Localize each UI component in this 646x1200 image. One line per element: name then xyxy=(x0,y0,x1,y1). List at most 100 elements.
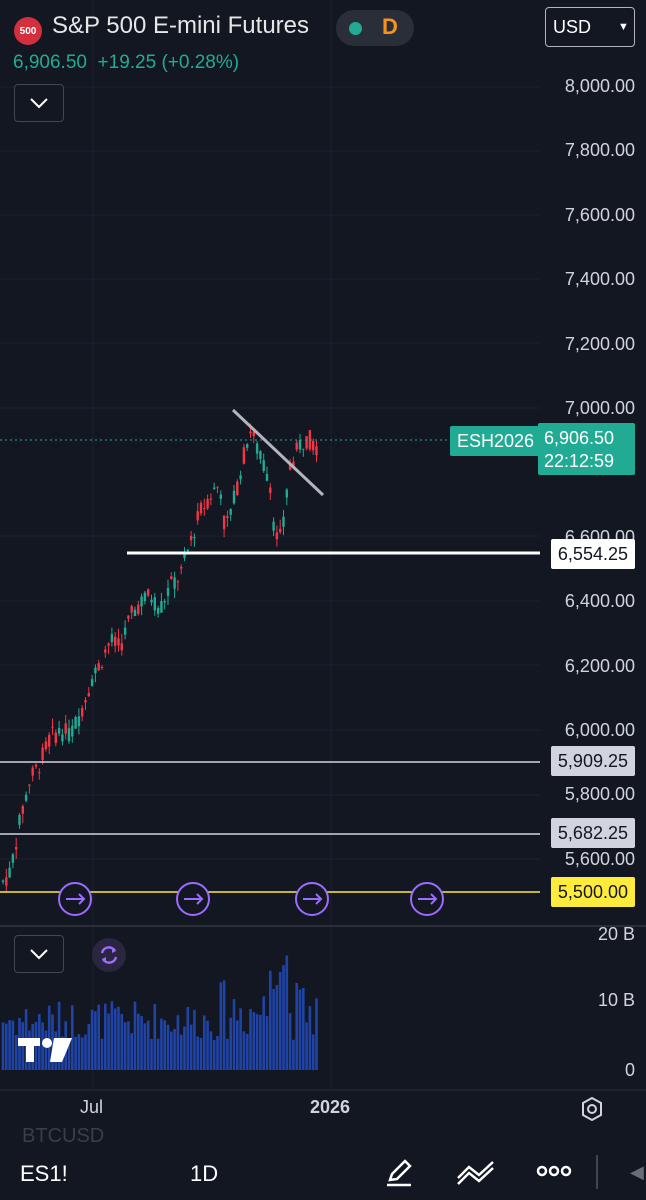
price-chart[interactable] xyxy=(0,0,646,1130)
candle-body xyxy=(246,444,249,448)
market-status-pill[interactable] xyxy=(336,10,414,46)
volume-bar xyxy=(110,1001,114,1070)
candle-body xyxy=(110,634,114,643)
drawing-tools-button[interactable] xyxy=(383,1156,415,1193)
candle-body xyxy=(133,609,137,617)
price-change: +19.25 (+0.28%) xyxy=(97,52,240,73)
indicators-button[interactable] xyxy=(455,1158,497,1191)
more-icon xyxy=(536,1165,572,1177)
volume-bar xyxy=(222,980,226,1070)
candle-body xyxy=(153,597,156,611)
candle-body xyxy=(216,486,219,488)
candle-body xyxy=(150,599,153,603)
candle-body xyxy=(15,846,18,850)
refresh-button[interactable] xyxy=(92,938,126,972)
trend-line-icon xyxy=(457,1161,494,1185)
candle-body xyxy=(31,767,34,776)
candle-body xyxy=(269,487,272,493)
volume-bar xyxy=(288,1013,292,1070)
volume-bar xyxy=(242,1031,246,1070)
volume-bar xyxy=(196,1036,199,1070)
price-axis-label: 7,000.00 xyxy=(564,398,635,418)
candle-body xyxy=(38,772,41,774)
symbol-title[interactable]: S&P 500 E-mini Futures xyxy=(52,12,310,39)
candle-body xyxy=(302,448,305,450)
volume-bar xyxy=(41,1022,44,1070)
event-markers xyxy=(58,882,444,916)
volume-bar xyxy=(47,1005,51,1070)
candle-body xyxy=(259,451,262,459)
candle-body xyxy=(64,723,67,734)
candle-body xyxy=(28,784,31,786)
interval-button[interactable]: 1D xyxy=(190,1161,219,1186)
collapse-legend-button[interactable] xyxy=(14,84,64,122)
volume-bar xyxy=(302,987,305,1070)
volume-bar xyxy=(226,1038,229,1070)
candle-body xyxy=(114,636,117,646)
toolbar-divider xyxy=(596,1155,598,1189)
chart-settings-button[interactable] xyxy=(578,1095,606,1128)
volume-bar xyxy=(100,1038,104,1070)
candle-body xyxy=(193,536,196,539)
price-axis-label: 6,000.00 xyxy=(564,720,635,740)
price-axis-label: 7,600.00 xyxy=(564,204,635,225)
volume-axis-label: 20 B xyxy=(597,924,635,944)
candlestick-series xyxy=(1,423,318,892)
chevron-down-icon xyxy=(30,98,48,109)
volume-bar xyxy=(295,983,298,1070)
candle-body xyxy=(81,707,84,717)
volume-bar xyxy=(292,1039,295,1070)
volume-bar xyxy=(259,1014,262,1070)
price-axis-label: 7,400.00 xyxy=(564,269,635,290)
volume-bar xyxy=(57,1001,61,1070)
volume-bar xyxy=(278,971,282,1070)
level-tag-5500: 5,500.00 xyxy=(550,877,635,907)
candle-body xyxy=(123,627,127,635)
volume-bar xyxy=(71,1005,74,1070)
volume-bar xyxy=(193,1009,196,1070)
more-button[interactable] xyxy=(536,1164,572,1183)
candle-body xyxy=(279,528,282,533)
scroll-left-icon[interactable]: ◀ xyxy=(630,1162,644,1182)
volume-bar xyxy=(245,1033,249,1070)
trend-line xyxy=(231,408,325,497)
candle-body xyxy=(137,604,140,614)
volume-bar xyxy=(255,1014,259,1070)
volume-bar xyxy=(232,999,236,1070)
volume-axis-label: 10 B xyxy=(597,990,635,1010)
volume-bar xyxy=(51,1014,54,1070)
candle-body xyxy=(272,521,275,531)
candle-body xyxy=(255,443,259,454)
candle-body xyxy=(90,679,94,687)
volume-bar xyxy=(74,1036,77,1070)
volume-bar xyxy=(203,1015,206,1070)
current-price: 6,906.50 xyxy=(544,428,615,448)
event-marker-arrows xyxy=(66,893,438,905)
candle-body xyxy=(147,589,150,596)
candle-body xyxy=(107,643,110,646)
volume-bar xyxy=(94,1011,97,1070)
candle-body xyxy=(196,511,199,521)
volume-bar xyxy=(84,1034,87,1070)
price-axis-label: 6,200.00 xyxy=(564,655,635,676)
symbol-button[interactable]: ES1! xyxy=(20,1161,68,1186)
candle-body xyxy=(71,725,74,737)
candle-body xyxy=(183,553,186,558)
candle-body xyxy=(44,741,48,749)
level-tag-6554: 6,554.25 xyxy=(550,539,635,569)
volume-bar xyxy=(269,970,272,1070)
volume-bar xyxy=(130,1033,133,1070)
volume-bar xyxy=(133,1001,137,1070)
candle-body xyxy=(242,447,246,464)
volume-bar xyxy=(67,1039,71,1070)
candle-body xyxy=(21,806,24,814)
currency-select[interactable] xyxy=(545,7,635,47)
volume-bar xyxy=(298,989,302,1070)
volume-bar xyxy=(153,1003,157,1070)
volume-bar xyxy=(150,1038,153,1070)
candle-body xyxy=(51,726,54,728)
candle-body xyxy=(305,436,308,449)
volume-bar xyxy=(179,1034,183,1070)
collapse-volume-button[interactable] xyxy=(14,935,64,973)
candle-body xyxy=(219,494,222,499)
